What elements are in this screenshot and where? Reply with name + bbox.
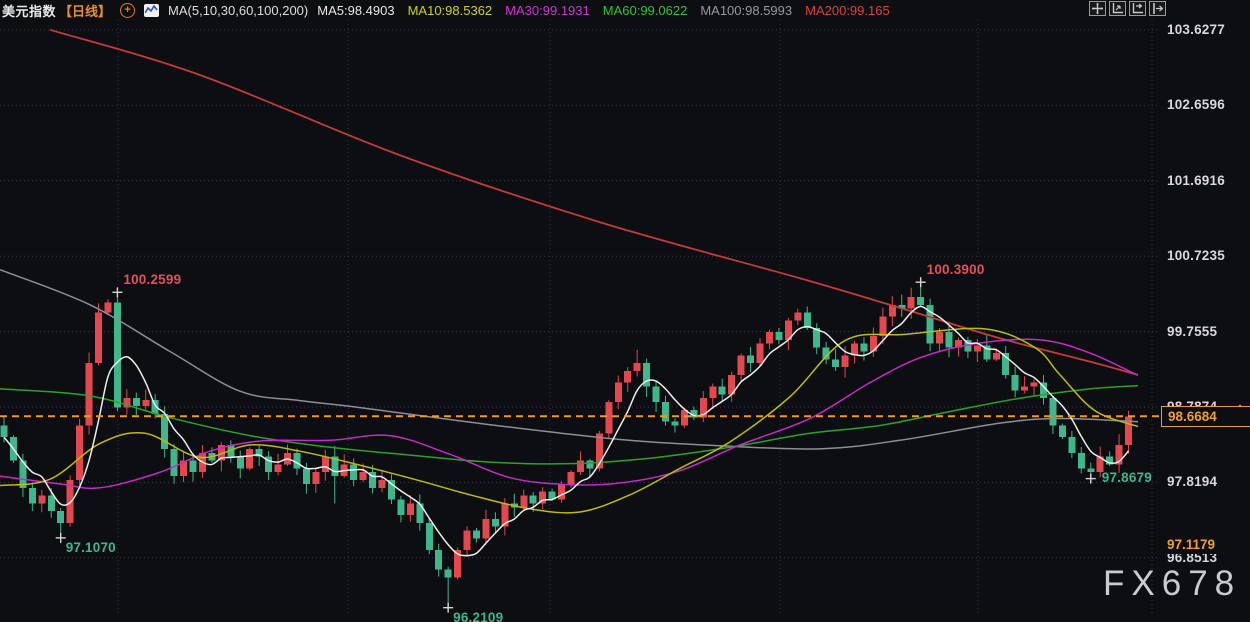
- axis-price-label: 100.7235: [1167, 248, 1225, 264]
- add-compare-icon[interactable]: +: [120, 2, 136, 18]
- ma-value: MA10:98.5362: [407, 2, 493, 18]
- jump-to-latest-button[interactable]: [1149, 1, 1166, 16]
- price-annotation: 97.1070: [65, 539, 116, 555]
- axis-scale-right-button[interactable]: [1129, 1, 1146, 16]
- ma-values: MA5:98.4903 MA10:98.5362 MA30:99.1931 MA60:…: [317, 3, 889, 18]
- ma-value: MA200:99.165: [805, 2, 890, 18]
- interval-badge: 【日线】: [59, 3, 112, 19]
- axis-price-label: 102.6596: [1167, 97, 1225, 113]
- price-annotation: 96.2109: [453, 609, 504, 622]
- ma-value: MA30:99.1931: [505, 2, 590, 18]
- fx678-watermark: FX678: [1103, 564, 1242, 603]
- axis-price-label: 99.7555: [1167, 323, 1218, 339]
- crosshair-move-icon: [1092, 3, 1103, 14]
- ma-value: MA5:98.4903: [317, 2, 395, 18]
- axis-price-label: 101.6916: [1167, 172, 1225, 188]
- ma-params-label: MA(5,10,30,60,100,200): [168, 2, 309, 18]
- price-annotation: 97.8679: [1101, 469, 1152, 485]
- jump-to-latest-icon: [1153, 3, 1163, 14]
- price-annotation: 100.3900: [926, 262, 985, 278]
- axis-price-label: 97.8194: [1167, 474, 1218, 490]
- price-annotation: 100.2599: [123, 272, 182, 288]
- current-price-label: 98.6684: [1161, 406, 1250, 428]
- ma-value: MA100:98.5993: [700, 2, 793, 18]
- chart-legend: 美元指数 【日线】 + MA(5,10,30,60,100,200) MA5:98…: [2, 2, 890, 19]
- chart-toolbar: [1089, 1, 1166, 16]
- crosshair-move-button[interactable]: [1089, 1, 1106, 16]
- chart-style-icon[interactable]: [144, 3, 160, 17]
- axis-scale-left-icon: [1112, 3, 1123, 14]
- axis-scale-left-button[interactable]: [1109, 1, 1126, 16]
- axis-price-label: 103.6277: [1167, 22, 1225, 37]
- alert-price-label: 97.1179: [1161, 535, 1250, 555]
- ma-value: MA60:99.0622: [602, 2, 688, 18]
- instrument-title: 美元指数: [2, 3, 57, 19]
- axis-scale-right-icon: [1132, 3, 1143, 14]
